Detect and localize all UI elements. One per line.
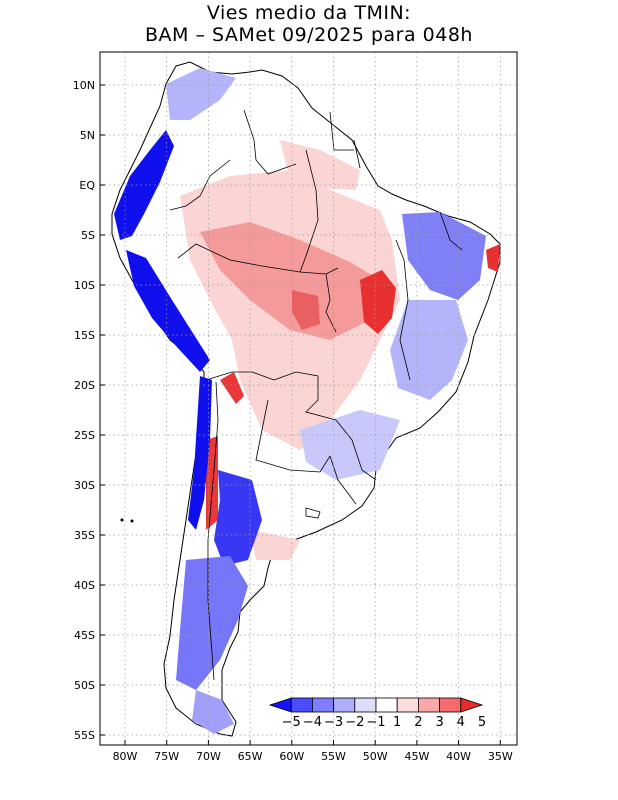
lat-label: 5N [80,129,95,142]
lat-label: EQ [79,179,95,192]
lat-label: 40S [74,579,95,592]
colorbar-segment [290,697,313,713]
cold-region-pacific-coast-north [114,130,174,240]
lat-label: 10S [74,279,95,292]
lon-label: 70W [196,750,221,763]
lat-label: 45S [74,629,95,642]
cold-region-chile-coast [188,376,212,530]
lat-label: 20S [74,379,95,392]
colorbar-segment [333,697,356,713]
lon-label: 60W [279,750,304,763]
colorbar-label: 5 [478,715,486,730]
small-island [130,519,134,523]
colorbar-label: −2 [345,715,364,730]
lat-label: 50S [74,679,95,692]
colorbar-label: −3 [324,715,343,730]
lat-label: 25S [74,429,95,442]
latitude-labels: 10N 5N EQ 5S 10S 15S 20S 25S 30S 35S 40S 45S 50S 55S [73,79,105,742]
colorbar-segment [311,697,334,713]
map-gridlines [100,52,517,745]
cold-bias-regions [114,68,486,734]
lon-label: 75W [154,750,179,763]
small-island [120,518,124,522]
cold-region-northeast [402,212,486,300]
colorbar-segment [396,697,419,713]
cold-region-east-brazil [390,300,468,400]
colorbar-label: 4 [457,715,465,730]
warm-region-central [200,222,380,340]
colorbar-segment [354,697,377,713]
colorbar-arrow-low [268,697,292,713]
cold-region-tierra-del-fuego [192,690,234,734]
lon-label: 35W [488,750,513,763]
lat-label: 35S [74,529,95,542]
colorbar-label: 1 [393,715,401,730]
map-area [111,61,501,737]
lat-label: 15S [74,329,95,342]
map-frame [99,51,518,746]
cold-region-peru-coast [126,250,210,372]
cold-region-northwest [166,68,236,120]
colorbar-label: −4 [303,715,322,730]
colorbar-arrow-high [460,697,484,713]
lat-label: 5S [81,229,95,242]
warm-region-north [280,140,360,190]
lon-label: 65W [238,750,263,763]
colorbar: −5 −4 −3 −2 −1 1 2 3 4 5 [268,697,486,730]
longitude-labels: 80W 75W 70W 65W 60W 55W 50W 45W 40W 35W [113,740,513,763]
warm-region-strong-west [292,290,320,330]
lat-label: 30S [74,479,95,492]
lat-label: 55S [74,729,95,742]
lon-label: 40W [446,750,471,763]
colorbar-segment [417,697,440,713]
warm-bias-regions [180,140,500,560]
lon-label: 55W [321,750,346,763]
colorbar-label: −1 [366,715,385,730]
warm-region-coast-ne [486,244,500,272]
lon-label: 50W [363,750,388,763]
warm-region-patagonia [250,530,300,560]
cold-region-patagonia [176,556,248,690]
map-title-line2: BAM – SAMet 09/2025 para 048h [145,24,473,46]
colorbar-label: −5 [282,715,301,730]
colorbar-label: 3 [435,715,443,730]
lon-label: 80W [113,750,138,763]
lat-label: 10N [73,79,95,92]
falklands-island [305,507,321,519]
colorbar-segment [439,697,462,713]
warm-region-andes-strip [220,372,244,404]
colorbar-label: 2 [414,715,422,730]
map-title-line1: Vies medio da TMIN: [206,2,412,24]
warm-region-strong-east [360,270,396,334]
colorbar-segment [375,697,398,713]
country-borders [169,109,463,681]
lon-label: 45W [404,750,429,763]
